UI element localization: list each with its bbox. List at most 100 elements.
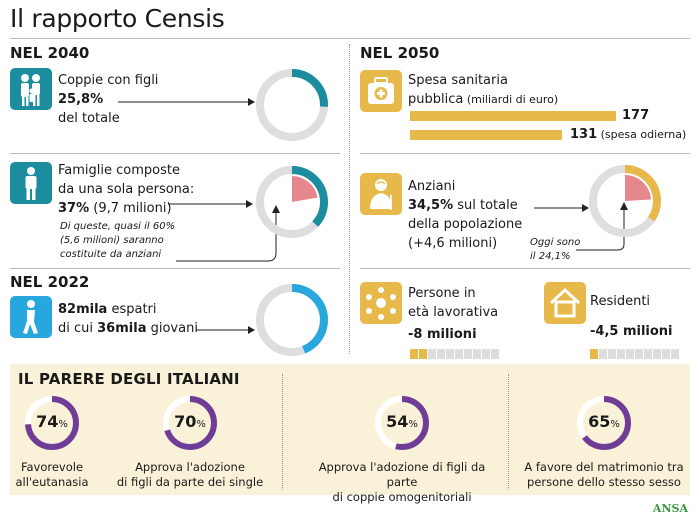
parere-ring-value (577, 396, 631, 450)
spesa-bar-today-label: 131 (spesa odierna) (570, 125, 686, 144)
divider (282, 374, 283, 490)
spesa-bar-2050-label: 177 (622, 108, 650, 123)
espatri-text1: espatri (107, 302, 157, 317)
anziani-line1: Anziani (408, 179, 456, 194)
lavoro-value: -8 milioni (408, 327, 477, 342)
spesa-unit: (miliardi di euro) (463, 93, 559, 106)
parere-panel: IL PARERE DEGLI ITALIANI 74% Favorevole al… (10, 364, 690, 504)
parere-label-1: Favorevole all'eutanasia (0, 460, 152, 490)
coppie-ring-chart (256, 69, 328, 141)
anziani-line3: della popolazione (408, 217, 523, 232)
famiglie-value: 37% (58, 201, 90, 216)
espatri-arrow (196, 326, 255, 334)
ring-value (256, 284, 328, 356)
famiglie-line1: Famiglie composte (58, 163, 180, 178)
parere-value-number: 65 (588, 412, 611, 431)
parere-label-4: A favore del matrimonio tra persone dello… (504, 460, 700, 490)
parere-value-1: 74% (23, 412, 81, 431)
famiglie-text: Famiglie composte da una sola persona: 3… (58, 161, 194, 218)
medical-kit-icon (360, 70, 402, 112)
parere-value-sign: % (196, 419, 206, 430)
anziani-line2: sul totale (453, 198, 518, 213)
parere-ring-2 (163, 396, 217, 450)
parere-label-line1: Favorevole (20, 460, 84, 474)
parere-value-sign: % (408, 419, 418, 430)
spesa-today-value: 131 (570, 127, 598, 142)
famiglie-ring-chart (256, 166, 328, 238)
title-divider (10, 38, 690, 39)
anziani-ring-chart (589, 165, 661, 237)
parere-label-line1: Approva l'adozione (135, 460, 245, 474)
ring-value (589, 165, 661, 237)
divider (360, 268, 690, 269)
anziani-note-arrow (576, 202, 628, 251)
ring-value (256, 69, 328, 141)
espatri-text2: di cui (58, 321, 98, 336)
parere-value-2: 70% (161, 412, 219, 431)
spesa-text: Spesa sanitaria pubblica (miliardi di eu… (408, 71, 558, 109)
divider (508, 374, 509, 490)
spesa-bar-today (410, 130, 563, 140)
family-icon (10, 68, 52, 110)
parere-value-sign: % (58, 419, 68, 430)
famiglie-line2: da una sola persona: (58, 182, 195, 197)
lavoro-pictogram-bar (410, 344, 500, 359)
residenti-value: -4,5 milioni (590, 324, 673, 339)
parere-label-line2: all'eutanasia (15, 475, 89, 489)
lavoro-line1: Persone in (408, 286, 476, 301)
coppie-arrow (118, 98, 255, 106)
coppie-value: 25,8% (58, 92, 104, 107)
section-heading-2040: NEL 2040 (10, 44, 90, 62)
walking-person-icon (10, 296, 52, 338)
lavoro-text: Persone in età lavorativa -8 milioni (408, 284, 498, 344)
section-heading-2050: NEL 2050 (360, 44, 440, 62)
parere-ring-value (163, 396, 217, 450)
parere-label-line2: di figli da parte dei single (116, 475, 264, 489)
ring-sub-slice (625, 175, 651, 201)
spesa-line1: Spesa sanitaria (408, 73, 508, 88)
anziani-value: 34,5% (408, 198, 454, 213)
parere-value-number: 54 (386, 412, 409, 431)
famiglie-note: Di queste, quasi il 60% (5,6 milioni) sa… (60, 220, 175, 262)
anziani-note1: Oggi sono (530, 237, 581, 248)
anziani-line4: (+4,6 milioni) (408, 236, 498, 251)
divider (360, 153, 690, 154)
anziani-note2: il 24,1% (530, 251, 571, 262)
espatri-text3: giovani (146, 321, 198, 336)
parere-label-line1: Approva l'adozione di figli da parte (318, 460, 486, 489)
anziani-arrow (534, 204, 589, 212)
parere-label-line2: persone dello stesso sesso (527, 475, 681, 489)
famiglie-note2: (5,6 milioni) saranno (60, 235, 164, 246)
espatri-ring-chart (256, 284, 328, 356)
famiglie-value-rest: (9,7 milioni) (89, 201, 172, 216)
espatri-value2: 36mila (97, 321, 147, 336)
coppie-text: Coppie con figli 25,8% del totale (58, 71, 158, 128)
parere-value-3: 54% (373, 412, 431, 431)
parere-ring-3 (375, 396, 429, 450)
residenti-label: Residenti (590, 294, 651, 309)
famiglie-arrow (168, 200, 253, 208)
section-heading-2022: NEL 2022 (10, 273, 90, 291)
divider (10, 268, 340, 269)
parere-ring-value (25, 396, 79, 450)
parere-value-number: 70 (174, 412, 197, 431)
anziani-text: Anziani 34,5% sul totale della popolazio… (408, 177, 522, 253)
parere-value-4: 65% (575, 412, 633, 431)
house-icon (544, 282, 586, 324)
famiglie-note1: Di queste, quasi il 60% (60, 221, 176, 232)
lavoro-line2: età lavorativa (408, 305, 499, 320)
column-divider (349, 44, 350, 354)
parere-label-line2: di coppie omogenitoriali (332, 490, 472, 504)
espatri-text: 82mila espatri di cui 36mila giovani (58, 300, 198, 338)
divider (10, 153, 340, 154)
ansa-logo: ANSA (652, 502, 688, 515)
spesa-line2: pubblica (408, 92, 464, 107)
page-title: Il rapporto Censis (10, 4, 225, 33)
person-icon (10, 162, 52, 204)
parere-ring-value (375, 396, 429, 450)
famiglie-note-arrow (176, 205, 280, 262)
residenti-pictogram-bar (590, 344, 680, 359)
parere-value-sign: % (610, 419, 620, 430)
parere-label-3: Approva l'adozione di figli da parte di c… (302, 460, 502, 505)
parere-label-line1: A favore del matrimonio tra (524, 460, 684, 474)
